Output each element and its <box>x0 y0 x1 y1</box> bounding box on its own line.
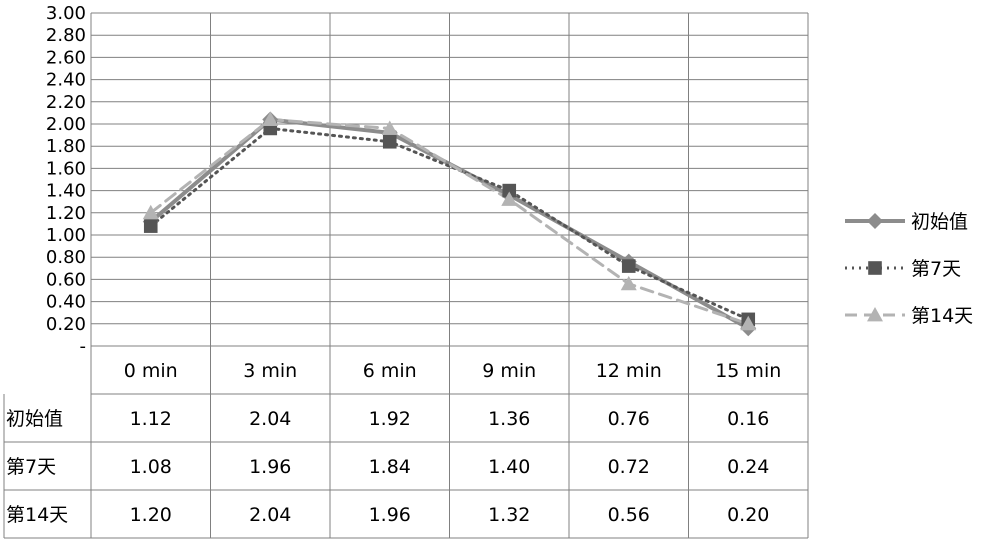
grid <box>91 13 808 538</box>
legend-label: 第14天 <box>911 305 973 327</box>
y-tick-label: 1.20 <box>46 203 86 224</box>
table-row-header: 第7天 <box>6 456 56 478</box>
y-tick-label: 1.60 <box>46 158 86 179</box>
table-cell: 1.40 <box>488 456 530 478</box>
y-tick-label: 0.80 <box>46 247 86 268</box>
data-table: 0 min 3 min 6 min 9 min 12 min 15 min 初始值 1.12 2… <box>4 360 808 538</box>
y-axis: -0.200.400.600.801.001.201.401.601.802.0… <box>46 3 86 357</box>
y-tick-label: 1.00 <box>46 225 86 246</box>
y-tick-label: 1.40 <box>46 181 86 202</box>
table-cell: 2.04 <box>249 504 291 526</box>
table-cell: 1.08 <box>130 456 172 478</box>
table-cell: 0.72 <box>608 456 650 478</box>
legend-label: 第7天 <box>911 258 961 280</box>
table-cell: 1.92 <box>369 408 411 430</box>
legend-marker <box>867 213 883 229</box>
x-tick-label: 6 min <box>363 360 417 382</box>
legend: 初始值第7天第14天 <box>845 211 973 327</box>
table-row-header: 第14天 <box>6 504 68 526</box>
data-point <box>621 276 637 290</box>
x-tick-label: 15 min <box>715 360 781 382</box>
y-tick-label: 0.60 <box>46 269 86 290</box>
table-cell: 1.20 <box>130 504 172 526</box>
y-tick-label: 2.60 <box>46 47 86 68</box>
table-cell: 0.16 <box>727 408 769 430</box>
table-cell: 1.12 <box>130 408 172 430</box>
y-tick-label: 2.40 <box>46 70 86 91</box>
table-cell: 1.96 <box>249 456 291 478</box>
table-cell: 1.96 <box>369 504 411 526</box>
x-tick-label: 9 min <box>482 360 536 382</box>
data-point <box>383 135 397 149</box>
data-point <box>144 219 158 233</box>
x-tick-label: 0 min <box>124 360 178 382</box>
y-tick-label: 0.40 <box>46 292 86 313</box>
y-tick-label: - <box>80 336 87 357</box>
table-cell: 1.32 <box>488 504 530 526</box>
table-cell: 0.24 <box>727 456 769 478</box>
table-row-header: 初始值 <box>6 408 63 430</box>
y-tick-label: 2.80 <box>46 25 86 46</box>
table-cell: 1.84 <box>369 456 411 478</box>
y-tick-label: 2.00 <box>46 114 86 135</box>
y-tick-label: 2.20 <box>46 92 86 113</box>
data-point <box>622 259 636 273</box>
x-tick-label: 12 min <box>596 360 662 382</box>
table-cell: 1.36 <box>488 408 530 430</box>
table-cell: 0.56 <box>608 504 650 526</box>
y-tick-label: 3.00 <box>46 3 86 24</box>
y-tick-label: 1.80 <box>46 136 86 157</box>
y-tick-label: 0.20 <box>46 314 86 335</box>
legend-label: 初始值 <box>911 211 968 233</box>
table-cell: 2.04 <box>249 408 291 430</box>
table-cell: 0.76 <box>608 408 650 430</box>
legend-marker <box>868 261 882 275</box>
table-cell: 0.20 <box>727 504 769 526</box>
x-tick-label: 3 min <box>243 360 297 382</box>
